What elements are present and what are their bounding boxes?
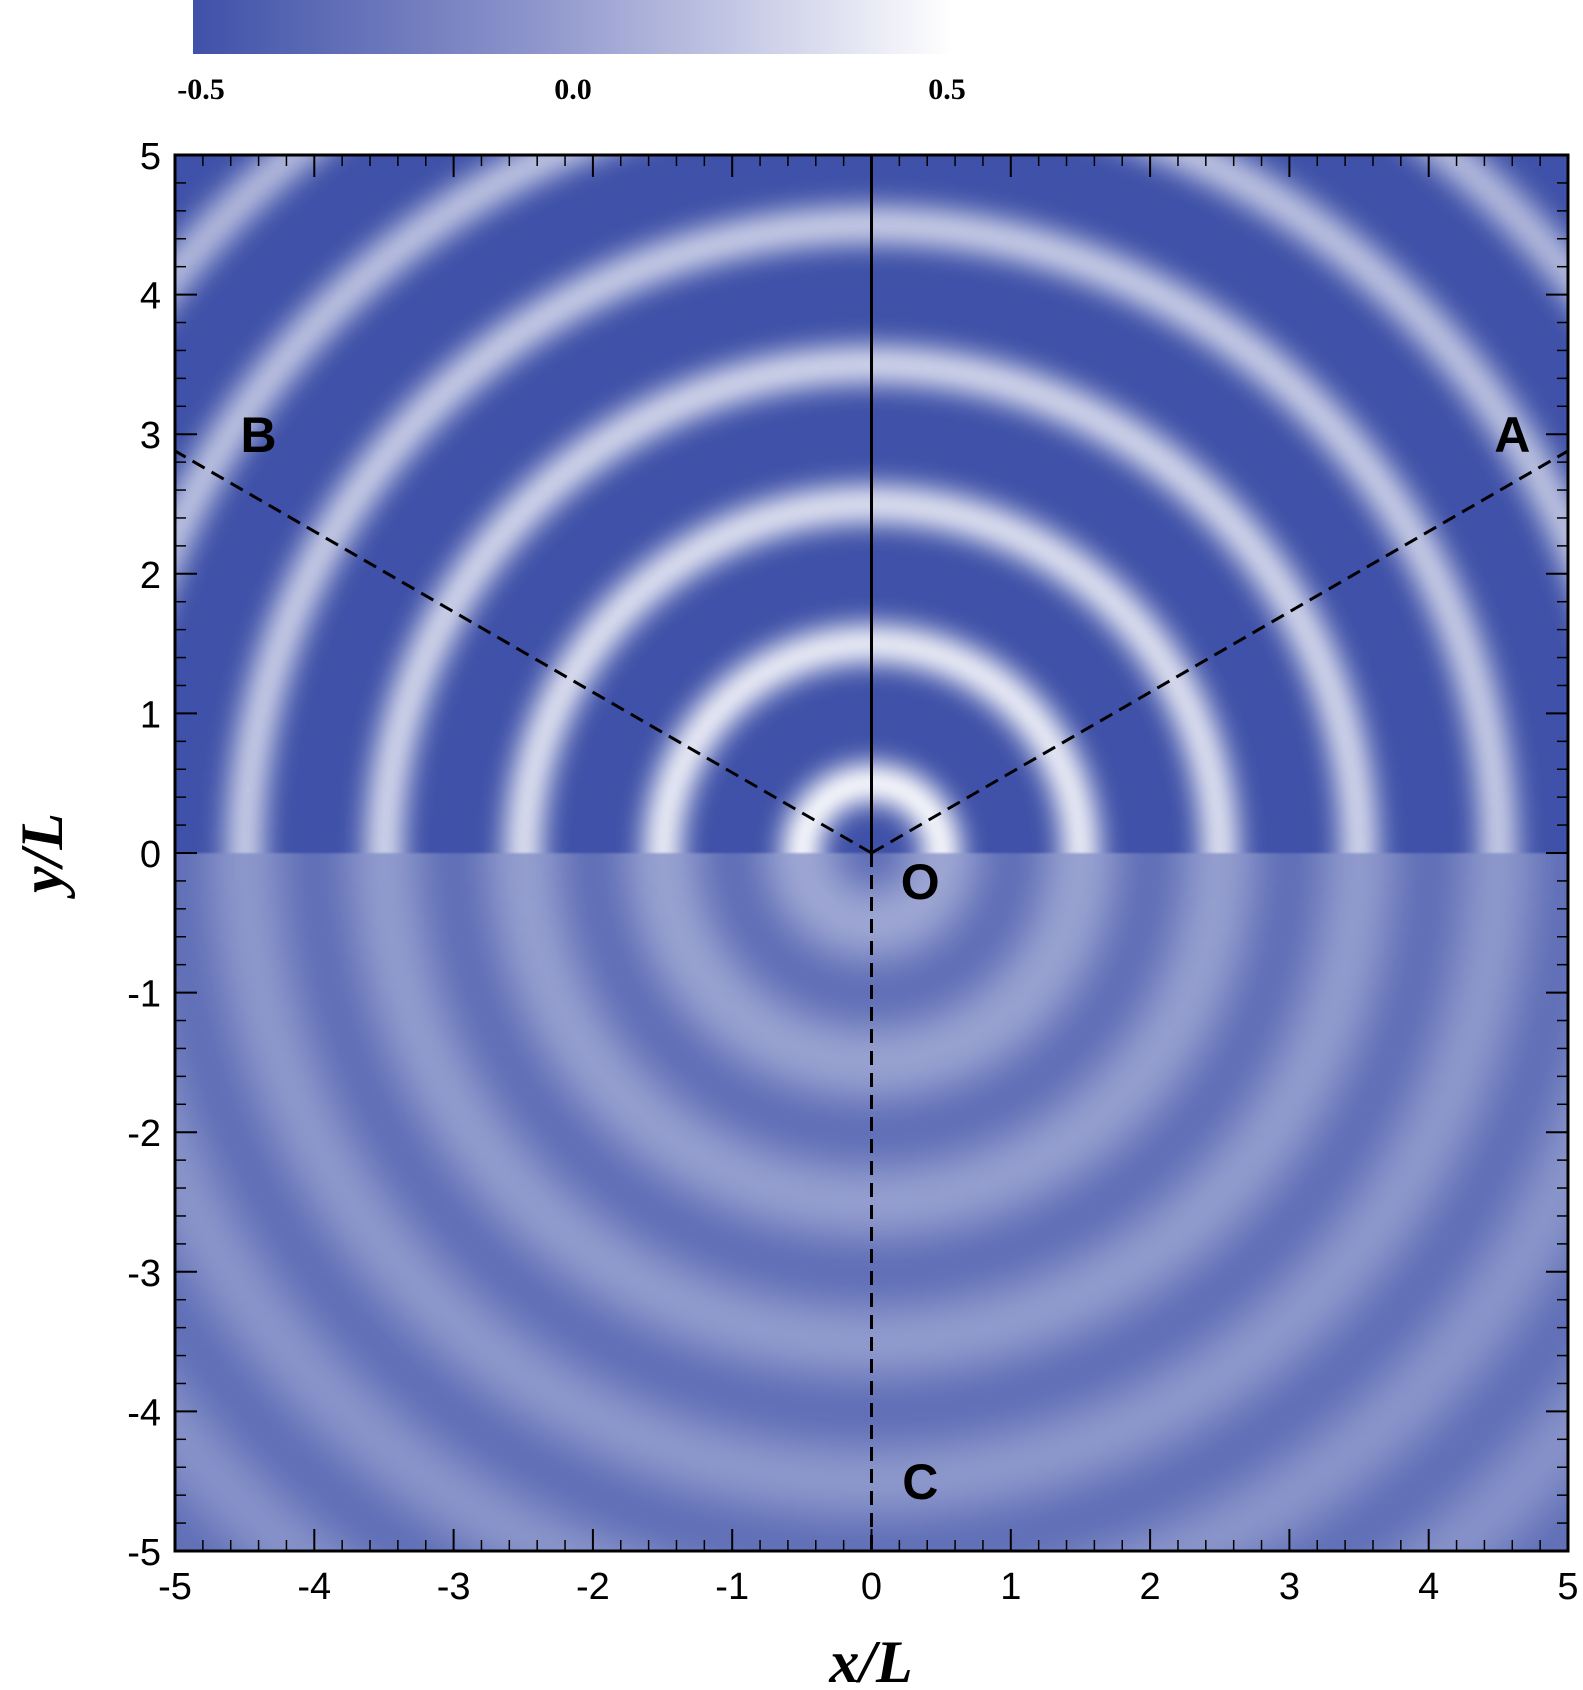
x-tick-label: -5 <box>158 1566 192 1608</box>
point-label-a: A <box>1494 407 1530 463</box>
y-tick-label: 1 <box>140 694 161 736</box>
x-axis-title: x/L <box>828 1629 912 1690</box>
y-tick-label: 4 <box>140 276 161 318</box>
y-tick-label: -3 <box>127 1253 161 1295</box>
x-tick-label: 0 <box>861 1566 882 1608</box>
line-oa <box>870 449 1568 855</box>
point-label-b: B <box>241 407 277 463</box>
x-tick-label: 3 <box>1279 1566 1300 1608</box>
y-tick-label: 2 <box>140 555 161 597</box>
y-tick-label: 0 <box>140 834 161 876</box>
x-tick-label: 5 <box>1557 1566 1578 1608</box>
x-tick-label: -3 <box>437 1566 471 1608</box>
x-tick-label: -1 <box>715 1566 749 1608</box>
plot-area: A B O C <box>173 153 1570 1553</box>
x-tick-label: 4 <box>1418 1566 1439 1608</box>
x-tick-label: 1 <box>1000 1566 1021 1608</box>
x-tick-label: -2 <box>576 1566 610 1608</box>
y-tick-label: -1 <box>127 974 161 1016</box>
y-tick-label: -5 <box>127 1532 161 1574</box>
y-tick-label: 5 <box>140 136 161 178</box>
point-label-c: C <box>902 1454 938 1510</box>
x-tick-label: 2 <box>1140 1566 1161 1608</box>
y-tick-label: -4 <box>127 1392 161 1434</box>
y-axis-title: y/L <box>9 813 75 899</box>
colorbar-gradient <box>193 0 953 54</box>
x-tick-label: -4 <box>297 1566 331 1608</box>
colorbar: -0.5 0.0 0.5 <box>177 0 966 106</box>
y-tick-label: 3 <box>140 415 161 457</box>
y-tick-label: -2 <box>127 1113 161 1155</box>
colorbar-tick-label: 0.5 <box>928 73 966 106</box>
point-label-o: O <box>901 854 940 910</box>
line-ob <box>175 449 873 855</box>
colorbar-tick-label: -0.5 <box>177 73 225 106</box>
plot-frame <box>173 153 1570 1553</box>
colorbar-tick-label: 0.0 <box>554 73 592 106</box>
